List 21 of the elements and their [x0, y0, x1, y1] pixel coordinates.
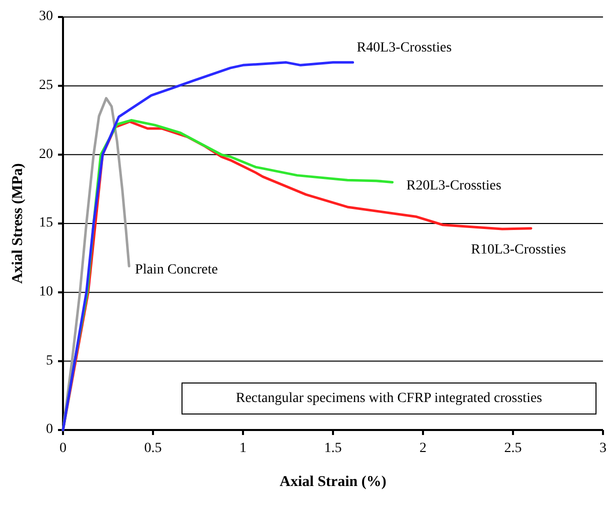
x-tick-label: 2: [420, 441, 426, 456]
x-tick-label: 2.5: [504, 441, 522, 456]
x-tick-label: 0: [60, 441, 66, 456]
series-label: R20L3-Crossties: [406, 178, 502, 194]
series-label: R10L3-Crossties: [471, 242, 566, 258]
x-tick-label: 1.5: [324, 441, 342, 456]
x-tick-label: 3: [600, 441, 606, 456]
y-tick-label: 25: [39, 78, 53, 94]
x-axis-title: Axial Strain (%): [280, 474, 386, 490]
x-tick-label: 1: [240, 441, 246, 456]
y-tick-label: 0: [46, 422, 53, 438]
y-tick-label: 15: [39, 216, 53, 231]
series-label: R40L3-Crossties: [356, 40, 452, 56]
annotation: Rectangular specimens with CFRP integrated crossties: [236, 391, 542, 406]
x-tick-label: 0.5: [144, 441, 162, 456]
series-label: Plain Concrete: [135, 262, 218, 278]
y-tick-label: 5: [46, 353, 53, 368]
y-axis-title: Axial Stress (MPa): [10, 163, 26, 284]
y-tick-label: 10: [39, 284, 53, 300]
y-tick-label: 30: [39, 9, 53, 24]
y-tick-label: 20: [39, 146, 53, 162]
